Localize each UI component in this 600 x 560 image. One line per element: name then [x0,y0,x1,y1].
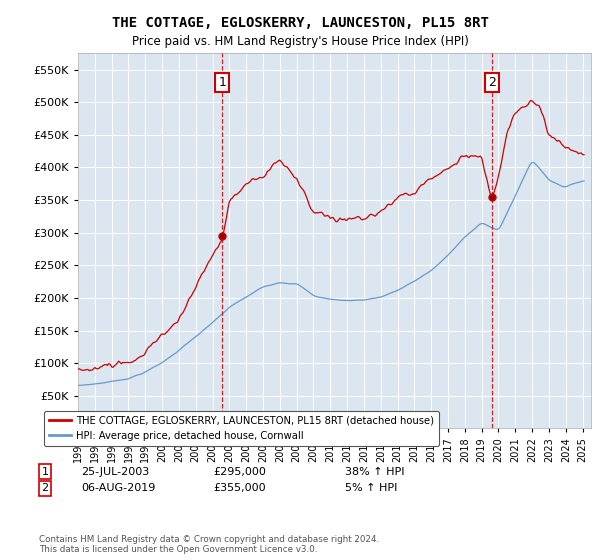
Text: Contains HM Land Registry data © Crown copyright and database right 2024.
This d: Contains HM Land Registry data © Crown c… [39,535,379,554]
Text: 25-JUL-2003: 25-JUL-2003 [81,466,149,477]
Text: THE COTTAGE, EGLOSKERRY, LAUNCESTON, PL15 8RT: THE COTTAGE, EGLOSKERRY, LAUNCESTON, PL1… [112,16,488,30]
Legend: THE COTTAGE, EGLOSKERRY, LAUNCESTON, PL15 8RT (detached house), HPI: Average pri: THE COTTAGE, EGLOSKERRY, LAUNCESTON, PL1… [44,411,439,446]
Text: 06-AUG-2019: 06-AUG-2019 [81,483,155,493]
Text: 5% ↑ HPI: 5% ↑ HPI [345,483,397,493]
Text: 38% ↑ HPI: 38% ↑ HPI [345,466,404,477]
Text: 2: 2 [41,483,49,493]
Text: Price paid vs. HM Land Registry's House Price Index (HPI): Price paid vs. HM Land Registry's House … [131,35,469,48]
Text: 2: 2 [488,76,496,89]
Text: 1: 1 [218,76,226,89]
Text: £355,000: £355,000 [213,483,266,493]
Text: £295,000: £295,000 [213,466,266,477]
Text: 1: 1 [41,466,49,477]
